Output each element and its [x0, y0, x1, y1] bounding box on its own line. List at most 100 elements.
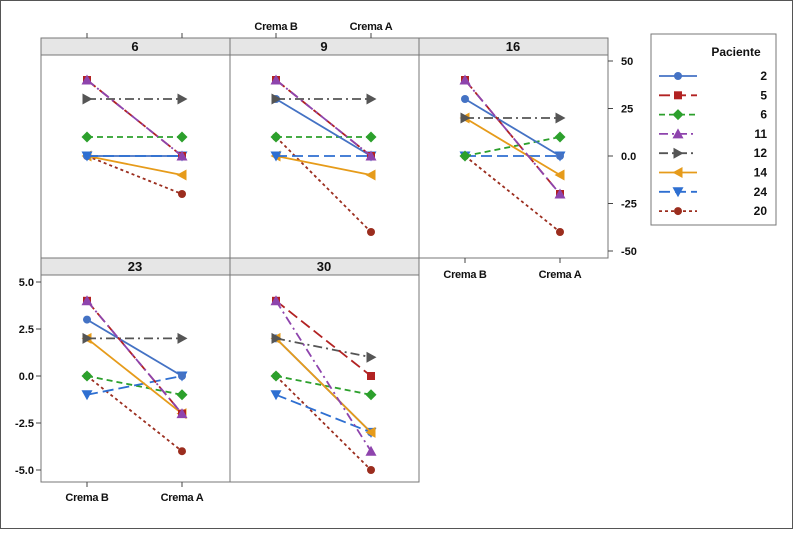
point-paciente-6-crema-a [365, 389, 377, 401]
point-paciente-6-crema-b [459, 150, 471, 162]
right-axis-tick-label: 50 [621, 56, 633, 68]
point-paciente-6-crema-b [81, 370, 93, 382]
point-paciente-12-crema-a [366, 351, 377, 363]
panel-9: 9 [229, 37, 420, 259]
series-line-paciente-12 [275, 337, 372, 359]
legend-label-paciente-6: 6 [760, 108, 767, 122]
point-paciente-24-crema-b [270, 151, 282, 162]
point-paciente-12-crema-b [82, 93, 93, 105]
panel-30-title: 30 [317, 259, 331, 274]
left-axis-tick-label: -5.0 [15, 465, 34, 477]
panel-30: 30 [229, 257, 420, 483]
point-paciente-5-crema-a [367, 372, 375, 380]
panel-16-title: 16 [506, 39, 520, 54]
point-paciente-11-crema-a [176, 408, 188, 419]
series-line-paciente-20 [464, 155, 561, 233]
legend-marker-paciente-5 [674, 91, 682, 100]
point-paciente-11-crema-b [459, 74, 471, 85]
point-paciente-6-crema-b [270, 131, 282, 143]
legend-marker-paciente-11 [672, 128, 684, 139]
series-line-paciente-24 [275, 393, 372, 434]
point-paciente-14-crema-a [365, 169, 376, 181]
point-paciente-20-crema-a [367, 466, 375, 474]
series-line-paciente-6 [464, 136, 561, 157]
series-line-paciente-14 [86, 155, 183, 176]
point-paciente-11-crema-a [176, 150, 188, 161]
legend-marker-paciente-20 [674, 207, 682, 216]
x-label-crema-b-panel-16: Crema B [443, 269, 486, 281]
legend-label-paciente-20: 20 [754, 204, 768, 218]
right-axis-tick-label: 0.0 [621, 151, 636, 163]
series-line-paciente-6 [275, 375, 372, 396]
panel-23: 23 [40, 257, 231, 483]
series-line-paciente-14 [275, 337, 372, 434]
series-line-paciente-11 [464, 79, 561, 195]
series-line-paciente-20 [275, 136, 372, 233]
point-paciente-12-crema-b [271, 93, 282, 105]
point-paciente-6-crema-a [176, 131, 188, 143]
series-line-paciente-14 [275, 155, 372, 176]
legend-label-paciente-2: 2 [760, 69, 767, 83]
legend-marker-paciente-2 [674, 72, 682, 80]
series-line-paciente-14 [86, 337, 183, 415]
legend-label-paciente-14: 14 [754, 166, 768, 180]
point-paciente-11-crema-a [365, 150, 377, 161]
legend-marker-paciente-12 [673, 147, 684, 159]
point-paciente-6-crema-b [81, 131, 93, 143]
point-paciente-12-crema-a [555, 112, 566, 124]
point-paciente-2-crema-a [178, 372, 186, 380]
point-paciente-14-crema-a [176, 169, 187, 181]
point-paciente-11-crema-b [270, 295, 282, 306]
legend: Paciente [650, 33, 777, 226]
series-line-paciente-14 [464, 117, 561, 176]
series-line-paciente-20 [275, 375, 372, 471]
legend-label-paciente-24: 24 [754, 185, 768, 199]
point-paciente-6-crema-a [554, 131, 566, 143]
point-paciente-24-crema-b [81, 390, 93, 401]
point-paciente-11-crema-b [81, 295, 93, 306]
point-paciente-24-crema-b [270, 390, 282, 401]
point-paciente-12-crema-a [366, 93, 377, 105]
panel-9-title: 9 [320, 39, 327, 54]
panel-23-title: 23 [128, 259, 142, 274]
right-axis-tick-label: 25 [621, 104, 633, 116]
point-paciente-2-crema-a [556, 152, 564, 160]
top-x-label-crema-a: Crema A [350, 21, 393, 33]
x-label-crema-a-panel-16: Crema A [539, 269, 582, 281]
legend-title: Paciente [711, 45, 761, 59]
point-paciente-20-crema-a [367, 228, 375, 236]
point-paciente-11-crema-b [270, 74, 282, 85]
panel-16-series [459, 74, 566, 236]
point-paciente-6-crema-b [270, 370, 282, 382]
legend-label-paciente-5: 5 [760, 88, 767, 102]
legend-marker-paciente-24 [672, 187, 684, 198]
point-paciente-14-crema-a [554, 169, 565, 181]
panel-9-series [270, 74, 377, 236]
point-paciente-11-crema-a [554, 188, 566, 199]
point-paciente-20-crema-a [178, 190, 186, 198]
series-line-paciente-5 [275, 300, 372, 377]
right-axis-tick-label: -25 [621, 199, 637, 211]
panel-23-series [81, 295, 188, 456]
panel-6: 6 [40, 37, 231, 259]
x-label-crema-a-panel-23: Crema A [161, 492, 204, 504]
series-line-paciente-11 [86, 79, 183, 157]
point-paciente-2-crema-b [461, 95, 469, 103]
left-axis-tick-label: 5.0 [19, 277, 34, 289]
series-line-paciente-24 [86, 375, 183, 396]
panel-6-title: 6 [131, 39, 138, 54]
point-paciente-11-crema-a [365, 445, 377, 456]
legend-marker-paciente-6 [672, 109, 684, 121]
point-paciente-6-crema-a [365, 131, 377, 143]
panel-30-plot [229, 274, 420, 483]
series-line-paciente-20 [86, 155, 183, 195]
point-paciente-12-crema-b [82, 332, 93, 344]
legend-label-paciente-12: 12 [754, 146, 768, 160]
legend-box [650, 33, 777, 226]
point-paciente-12-crema-a [177, 332, 188, 344]
series-line-paciente-2 [464, 98, 561, 157]
x-label-crema-b-panel-23: Crema B [65, 492, 108, 504]
series-line-paciente-2 [86, 318, 183, 377]
